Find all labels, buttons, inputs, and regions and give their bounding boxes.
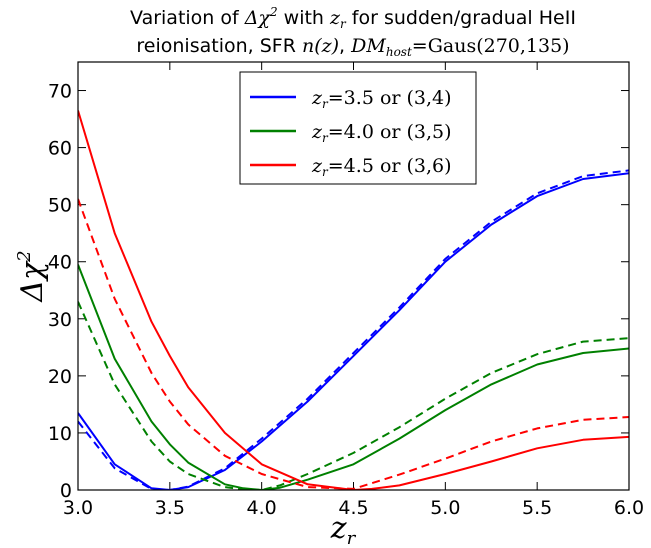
x-tick-label: 5.0 — [430, 497, 460, 519]
axis-ticks: 3.0 3.5 4.0 4.5 5.0 5.5 6.0 0 10 20 30 40 50 60 70 — [48, 62, 644, 519]
y-tick-label: 0 — [60, 480, 72, 502]
series-lines — [78, 110, 629, 490]
y-tick-label: 10 — [48, 423, 72, 445]
series-2-dashed-line — [78, 301, 629, 490]
y-tick-label: 50 — [48, 195, 72, 217]
series-3-solid-line — [78, 110, 629, 490]
y-tick-label: 30 — [48, 309, 72, 331]
series-3-dashed-line — [78, 198, 629, 490]
x-tick-label: 5.5 — [522, 497, 552, 519]
x-tick-label: 6.0 — [614, 497, 644, 519]
x-tick-label: 4.0 — [247, 497, 277, 519]
y-tick-label: 60 — [48, 138, 72, 160]
x-tick-label: 3.0 — [63, 497, 93, 519]
legend: zr=3.5 or (3,4) zr=4.0 or (3,5) zr=4.5 or … — [239, 71, 477, 185]
x-tick-label: 3.5 — [155, 497, 185, 519]
chart-title-line1: Variation of Δχ2 with zr for sudden/grad… — [130, 5, 576, 31]
series-1-solid-line — [78, 172, 629, 490]
y-tick-label: 70 — [48, 81, 72, 103]
plot-frame — [77, 61, 630, 491]
y-tick-label: 40 — [48, 252, 72, 274]
x-tick-label: 4.5 — [338, 497, 368, 519]
x-axis-label: zr — [330, 511, 357, 548]
y-tick-label: 20 — [48, 366, 72, 388]
chart-title-line2: reionisation, SFR n(z), DMhost=Gaus(270,… — [136, 35, 569, 59]
legend-label-3: zr=4.5 or (3,6) — [311, 155, 452, 179]
series-1-dashed-line — [78, 169, 629, 490]
series-2-solid-line — [78, 264, 629, 490]
y-axis-label: Δχ2 — [14, 250, 50, 302]
legend-label-2: zr=4.0 or (3,5) — [311, 121, 452, 145]
legend-label-1: zr=3.5 or (3,4) — [311, 87, 452, 111]
